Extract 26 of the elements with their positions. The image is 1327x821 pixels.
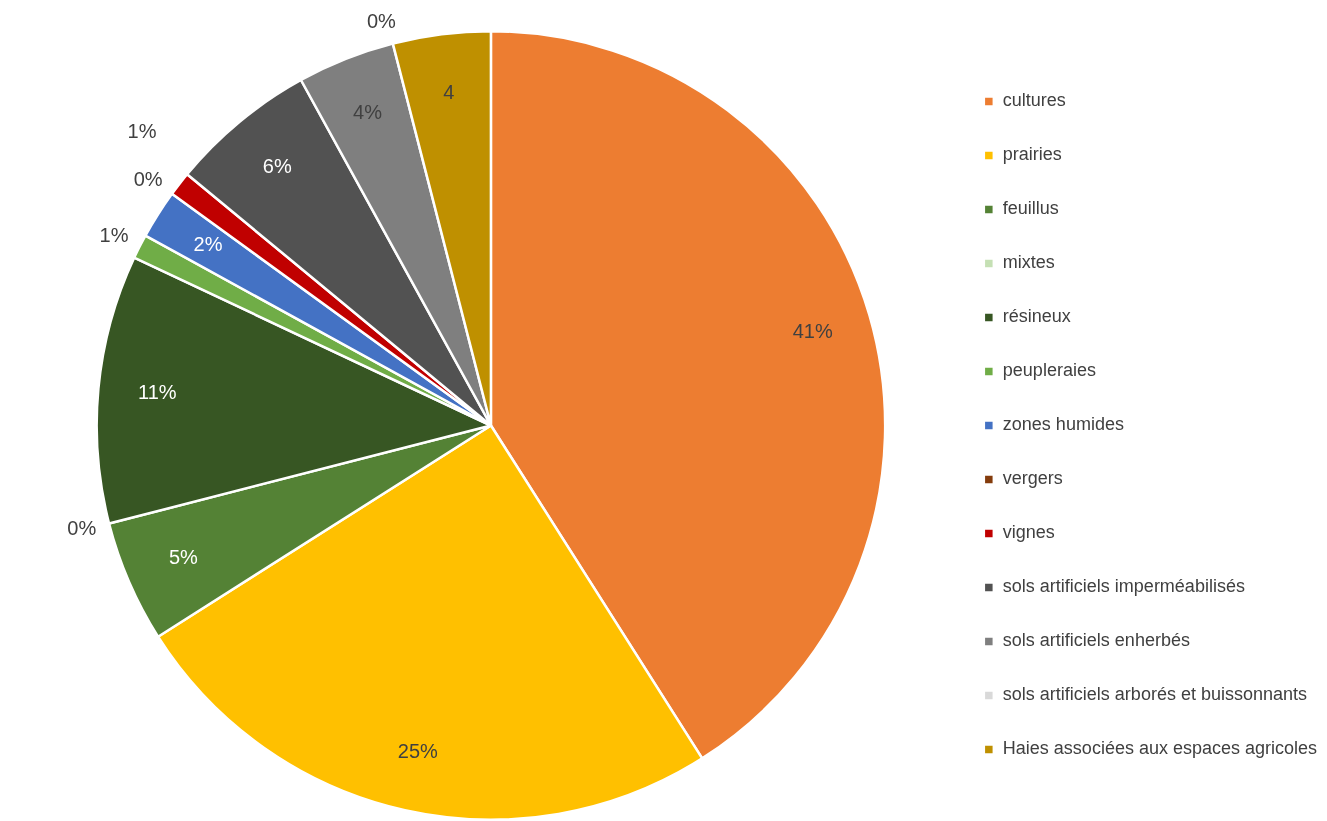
text: 0% (67, 516, 97, 539)
legend-label: sols artificiels arborés et buissonnants (1002, 684, 1307, 705)
legend-label: cultures (1002, 90, 1066, 111)
legend-label: zones humides (1002, 414, 1124, 435)
data-label: 4 (443, 80, 455, 103)
legend-label: sols artificiels enherbés (1002, 630, 1190, 651)
data-label: 41% (792, 319, 833, 342)
legend-label: feuillus (1002, 198, 1059, 219)
data-label: 5% (168, 546, 199, 569)
legend-label: mixtes (1002, 252, 1055, 273)
legend-label: prairies (1002, 144, 1062, 165)
data-label: 4% (353, 101, 383, 124)
legend-label: Haies associées aux espaces agricoles (1002, 738, 1318, 759)
legend-label: vignes (1002, 522, 1055, 543)
data-label: 2% (193, 233, 223, 256)
data-label: 1% (127, 120, 157, 143)
data-label: 25% (397, 740, 439, 763)
data-label: 1% (99, 224, 129, 247)
legend-label: sols artificiels imperméabilisés (1002, 576, 1245, 597)
data-label: 6% (262, 154, 292, 177)
legend-label: résineux (1002, 306, 1071, 327)
legend-label: vergers (1002, 468, 1063, 489)
text: 0% (133, 168, 163, 191)
legend-label: peupleraies (1002, 360, 1096, 381)
text: 0% (366, 9, 396, 32)
data-label: 11% (138, 381, 177, 404)
